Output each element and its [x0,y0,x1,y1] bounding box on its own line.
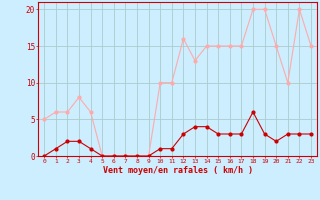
X-axis label: Vent moyen/en rafales ( km/h ): Vent moyen/en rafales ( km/h ) [103,166,252,175]
